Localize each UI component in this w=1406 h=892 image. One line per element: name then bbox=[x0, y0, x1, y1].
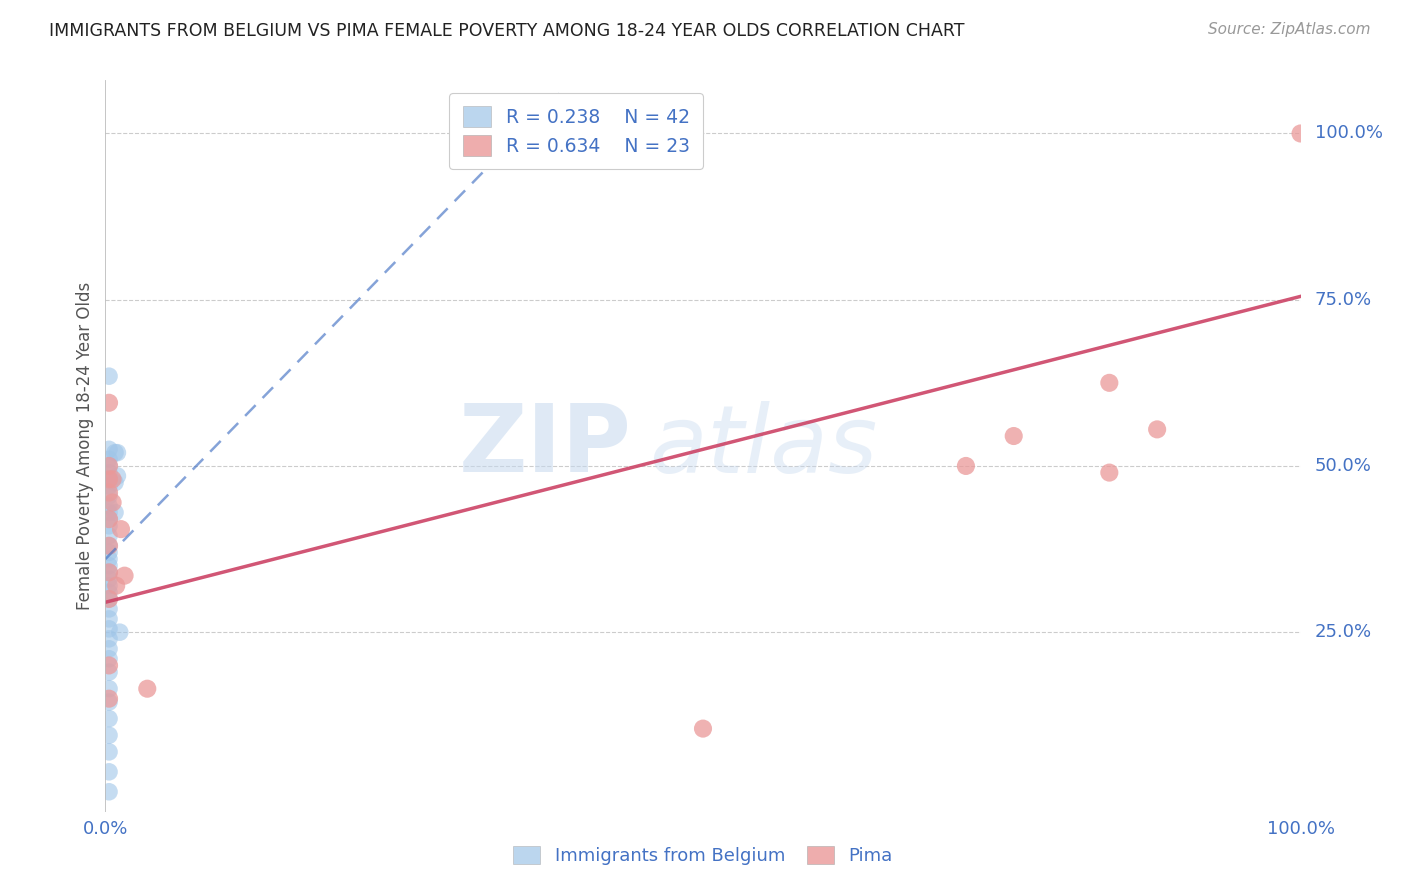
Point bbox=[107, 445, 129, 459]
Point bbox=[98, 452, 121, 467]
Point bbox=[101, 472, 124, 486]
Point bbox=[108, 625, 131, 640]
Point bbox=[1098, 376, 1121, 390]
Point bbox=[1146, 422, 1168, 436]
Point bbox=[98, 591, 121, 606]
Point bbox=[98, 539, 121, 553]
Point bbox=[98, 591, 121, 606]
Text: 25.0%: 25.0% bbox=[1315, 624, 1372, 641]
Point bbox=[98, 485, 121, 500]
Point bbox=[98, 489, 121, 503]
Text: 100.0%: 100.0% bbox=[1315, 125, 1384, 143]
Point bbox=[98, 585, 121, 599]
Point bbox=[98, 691, 121, 706]
Point bbox=[98, 785, 121, 799]
Point bbox=[98, 472, 121, 486]
Point bbox=[955, 458, 977, 473]
Point bbox=[98, 622, 121, 636]
Y-axis label: Female Poverty Among 18-24 Year Olds: Female Poverty Among 18-24 Year Olds bbox=[76, 282, 94, 610]
Point bbox=[98, 472, 121, 486]
Legend: Immigrants from Belgium, Pima: Immigrants from Belgium, Pima bbox=[506, 838, 900, 872]
Point bbox=[692, 722, 714, 736]
Point bbox=[98, 539, 121, 553]
Point bbox=[98, 545, 121, 559]
Point bbox=[104, 475, 127, 490]
Point bbox=[98, 499, 121, 513]
Point bbox=[98, 745, 121, 759]
Point bbox=[98, 572, 121, 586]
Point bbox=[98, 764, 121, 779]
Point bbox=[110, 522, 132, 536]
Point bbox=[98, 518, 121, 533]
Text: 75.0%: 75.0% bbox=[1315, 291, 1372, 309]
Point bbox=[98, 479, 121, 493]
Point bbox=[98, 658, 121, 673]
Point bbox=[136, 681, 159, 696]
Point bbox=[98, 681, 121, 696]
Point bbox=[98, 458, 121, 473]
Text: atlas: atlas bbox=[650, 401, 877, 491]
Point bbox=[98, 529, 121, 543]
Point bbox=[98, 566, 121, 580]
Text: ZIP: ZIP bbox=[458, 400, 631, 492]
Point bbox=[101, 495, 124, 509]
Point bbox=[98, 602, 121, 616]
Point bbox=[104, 445, 127, 459]
Point bbox=[98, 442, 121, 457]
Text: 50.0%: 50.0% bbox=[1315, 457, 1372, 475]
Legend: R = 0.238    N = 42, R = 0.634    N = 23: R = 0.238 N = 42, R = 0.634 N = 23 bbox=[450, 94, 703, 169]
Point bbox=[98, 652, 121, 666]
Point bbox=[107, 469, 129, 483]
Point bbox=[98, 695, 121, 709]
Point bbox=[98, 552, 121, 566]
Point bbox=[105, 579, 128, 593]
Point bbox=[1098, 466, 1121, 480]
Point bbox=[1002, 429, 1025, 443]
Point bbox=[114, 568, 136, 582]
Point bbox=[98, 512, 121, 526]
Point bbox=[98, 506, 121, 520]
Text: Source: ZipAtlas.com: Source: ZipAtlas.com bbox=[1208, 22, 1371, 37]
Point bbox=[104, 506, 127, 520]
Point bbox=[98, 466, 121, 480]
Point bbox=[98, 632, 121, 646]
Point bbox=[98, 612, 121, 626]
Point bbox=[98, 458, 121, 473]
Point bbox=[98, 566, 121, 580]
Point bbox=[1289, 127, 1312, 141]
Point bbox=[98, 396, 121, 410]
Point bbox=[98, 579, 121, 593]
Point bbox=[98, 369, 121, 384]
Point bbox=[98, 728, 121, 742]
Point bbox=[98, 712, 121, 726]
Point bbox=[98, 512, 121, 526]
Point bbox=[98, 641, 121, 656]
Text: IMMIGRANTS FROM BELGIUM VS PIMA FEMALE POVERTY AMONG 18-24 YEAR OLDS CORRELATION: IMMIGRANTS FROM BELGIUM VS PIMA FEMALE P… bbox=[49, 22, 965, 40]
Point bbox=[98, 665, 121, 679]
Point bbox=[98, 558, 121, 573]
